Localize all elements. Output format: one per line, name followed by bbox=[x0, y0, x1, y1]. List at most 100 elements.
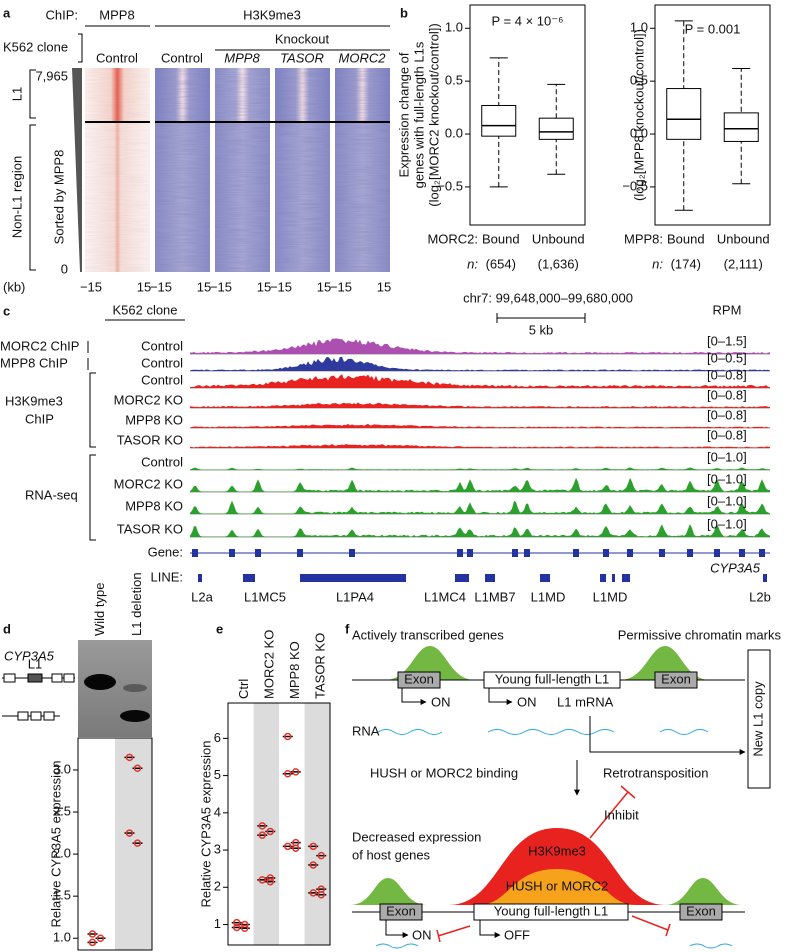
line-element-label: L1MB7 bbox=[474, 589, 515, 604]
chromatin-mark bbox=[665, 878, 742, 905]
exon bbox=[512, 549, 518, 557]
label: Actively transcribed genes bbox=[352, 627, 504, 642]
point bbox=[133, 764, 142, 773]
plot-frame bbox=[654, 4, 771, 226]
x-tick-label: L1 deletion bbox=[129, 572, 144, 636]
y-tick-label: 2 bbox=[214, 879, 221, 894]
point bbox=[125, 829, 134, 837]
label: H3K9me3 bbox=[243, 7, 301, 22]
label: Expression change of bbox=[396, 52, 411, 177]
label: MPP8 ChIP bbox=[0, 355, 68, 370]
heatmaps bbox=[29, 25, 390, 275]
track bbox=[190, 338, 770, 354]
l1-box bbox=[473, 903, 629, 921]
point bbox=[258, 876, 266, 884]
point bbox=[96, 934, 105, 942]
bracket bbox=[89, 454, 96, 541]
label: ON bbox=[517, 694, 537, 709]
label: 0 bbox=[61, 261, 68, 276]
chromatin-mark bbox=[350, 878, 427, 905]
exon-box bbox=[3, 673, 16, 683]
label: Inhibit bbox=[604, 807, 639, 822]
label: TASOR bbox=[280, 50, 324, 65]
label: Exon bbox=[686, 903, 716, 918]
l1-box bbox=[27, 673, 43, 683]
line-element-label: L1MC4 bbox=[424, 589, 466, 604]
track bbox=[190, 500, 770, 514]
y-tick-label: 1.0 bbox=[53, 930, 71, 945]
label: Knockout bbox=[275, 31, 330, 46]
x-tick-label: Unbound bbox=[717, 231, 770, 246]
label: Exon bbox=[404, 671, 434, 686]
track-label: TASOR KO bbox=[117, 432, 183, 447]
label: RPM bbox=[713, 302, 742, 317]
rna bbox=[377, 729, 443, 735]
label: of host genes bbox=[352, 847, 431, 862]
y-tick-label: 2.0 bbox=[53, 846, 71, 861]
arrow bbox=[488, 688, 513, 705]
shade bbox=[253, 703, 279, 945]
y-tick-label: −0.5 bbox=[437, 178, 463, 193]
heatmap-texture bbox=[85, 68, 150, 272]
line-element bbox=[763, 574, 767, 582]
track bbox=[190, 444, 770, 448]
label: ChIP: bbox=[45, 7, 78, 22]
line-element bbox=[455, 574, 469, 582]
point bbox=[88, 930, 97, 938]
arrow bbox=[589, 716, 746, 755]
box bbox=[538, 117, 574, 140]
y-tick-label: 0.5 bbox=[445, 73, 463, 88]
line-element-label: L1MD bbox=[593, 589, 628, 604]
point bbox=[266, 877, 274, 886]
label: 7,965 bbox=[35, 68, 68, 83]
n-value: (1,636) bbox=[538, 256, 579, 271]
label: HUSH or MORC2 bbox=[506, 878, 609, 893]
y-tick-label: 0.5 bbox=[630, 73, 648, 88]
track-label: Control bbox=[141, 338, 183, 353]
x-tick-label: Ctrl bbox=[236, 679, 251, 699]
label: Control bbox=[161, 50, 203, 65]
track-range: [0–0.8] bbox=[707, 407, 747, 422]
label: New L1 copy bbox=[750, 681, 765, 757]
exon bbox=[573, 549, 579, 557]
exon bbox=[759, 549, 765, 557]
label: RNA bbox=[352, 723, 380, 738]
rna bbox=[689, 943, 733, 949]
point bbox=[317, 890, 325, 899]
exon bbox=[467, 549, 473, 557]
x-tick-label: MPP8 KO bbox=[287, 641, 302, 699]
y-tick-label: 2.5 bbox=[53, 803, 71, 818]
label: RNA-seq bbox=[25, 487, 78, 502]
label: ON bbox=[412, 927, 432, 942]
track bbox=[190, 477, 770, 492]
line-element-label: L1MC5 bbox=[244, 589, 286, 604]
inhibit-line bbox=[631, 915, 671, 937]
y-tick-label: 0.0 bbox=[630, 125, 648, 140]
line-element bbox=[622, 574, 630, 582]
exon bbox=[627, 549, 633, 557]
y-tick-label: 1.5 bbox=[53, 888, 71, 903]
bracket bbox=[78, 33, 83, 63]
exon bbox=[255, 549, 261, 557]
label: K562 clone bbox=[112, 302, 177, 317]
group-label: MPP8: bbox=[624, 231, 663, 246]
x-tick-label: −15 bbox=[80, 279, 102, 294]
gel-band bbox=[123, 684, 147, 692]
exon-box bbox=[379, 903, 423, 921]
line-element-label: L2b bbox=[749, 589, 771, 604]
x-tick-label: −15 bbox=[210, 279, 232, 294]
y-tick-label: 0.0 bbox=[445, 125, 463, 140]
x-tick-label: 15 bbox=[257, 279, 271, 294]
label: Decreased expression bbox=[352, 829, 481, 844]
annotation: P = 0.001 bbox=[685, 21, 741, 36]
track-range: [0–0.8] bbox=[707, 367, 747, 382]
track-label: Control bbox=[141, 355, 183, 370]
plot-frame bbox=[77, 737, 153, 951]
point bbox=[88, 938, 97, 947]
exon bbox=[192, 549, 198, 557]
track bbox=[190, 423, 770, 428]
y-tick-label: 4 bbox=[214, 804, 221, 819]
point bbox=[292, 844, 300, 852]
group-label: MORC2: bbox=[427, 231, 478, 246]
shade bbox=[115, 738, 152, 950]
